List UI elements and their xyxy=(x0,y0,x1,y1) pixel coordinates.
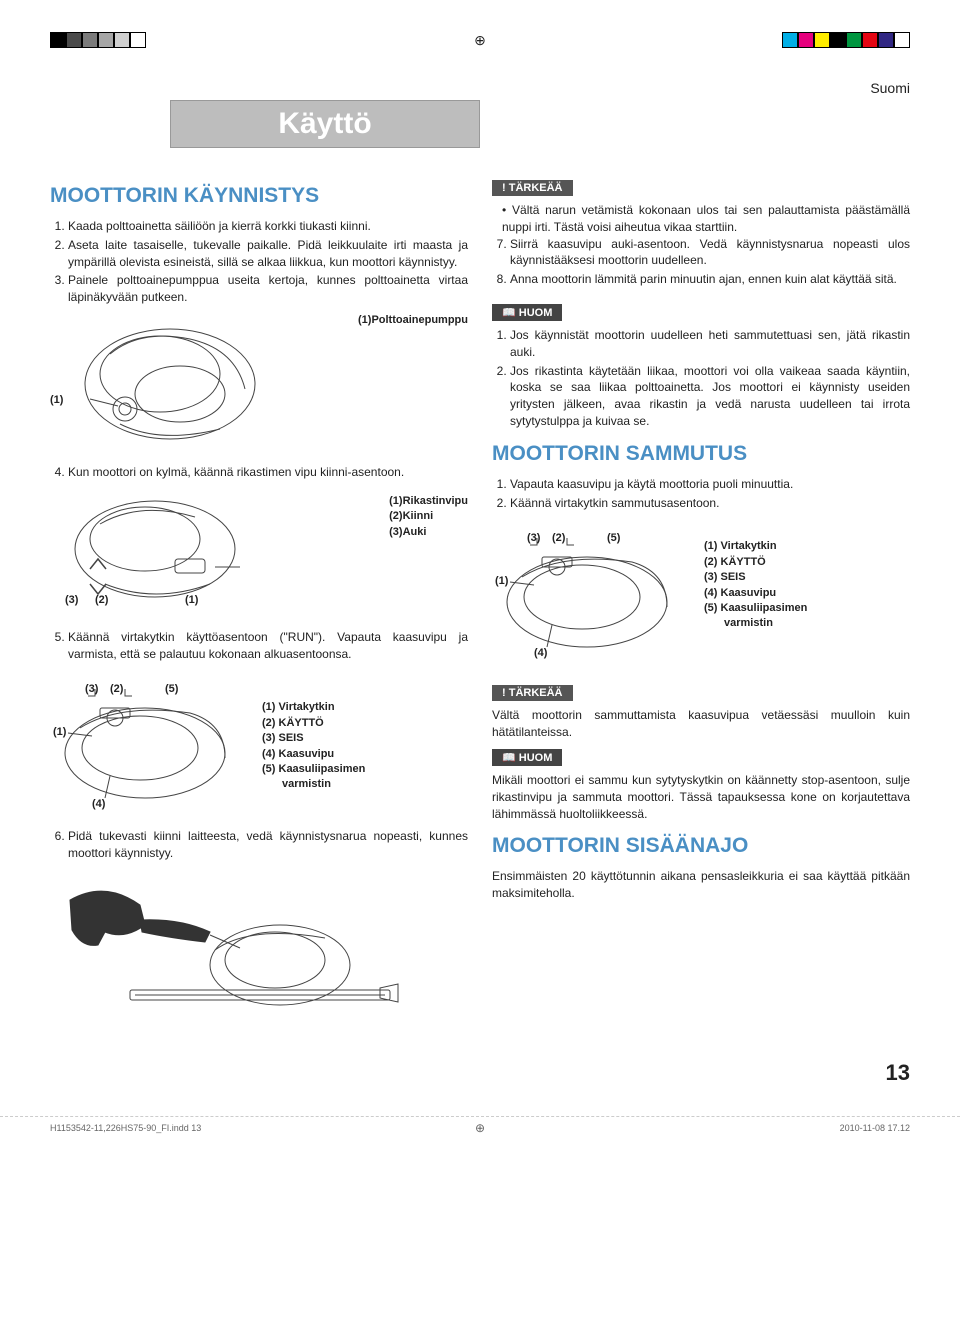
fig3-label-3: (3) xyxy=(85,683,98,695)
fig2-label-3: (3) xyxy=(65,594,78,606)
language-label: Suomi xyxy=(50,80,910,96)
fig4-parts-list: (1) Virtakytkin (2) KÄYTTÖ (3) SEIS (4) … xyxy=(704,539,807,631)
fig2-label-1: (1) xyxy=(185,594,198,606)
heading-break-in: MOOTTORIN SISÄÄNAJO xyxy=(492,834,910,858)
color-swatches-left xyxy=(50,32,146,48)
figure-choke: (3) (2) (1) (1)Rikastinvipu (2)Kiinni (3… xyxy=(50,489,468,619)
fig1-label-1: (1) xyxy=(50,394,63,406)
fig3-label-5: (5) xyxy=(165,683,178,695)
start-steps-7-8: Siirrä kaasuvipu auki-asentoon. Vedä käy… xyxy=(492,236,910,288)
important-text-1: Vältä narun vetämistä kokonaan ulos tai … xyxy=(492,202,910,236)
fig4-label-2: (2) xyxy=(552,532,565,544)
heading-stopping-engine: MOOTTORIN SAMMUTUS xyxy=(492,442,910,466)
start-step-6: Pidä tukevasti kiinni laitteesta, vedä k… xyxy=(50,828,468,862)
footer-date: 2010-11-08 17.12 xyxy=(840,1123,910,1133)
fig3-label-4: (4) xyxy=(92,798,105,810)
fig4-label-3: (3) xyxy=(527,532,540,544)
fig2-label-2: (2) xyxy=(95,594,108,606)
notice-note-1: 📖 HUOM xyxy=(492,304,562,321)
registration-mark-top: ⊕ xyxy=(474,32,486,49)
figure-switch-stop: (3) (2) (5) (1) (4) (1) Virtakytkin (2) … xyxy=(492,519,910,677)
notice-important-2: ! TÄRKEÄÄ xyxy=(492,685,573,701)
registration-mark-bottom: ⊕ xyxy=(475,1121,485,1135)
footer-file: H1153542-11,226HS75-90_FI.indd 13 xyxy=(50,1123,201,1133)
fig2-caption: (1)Rikastinvipu (2)Kiinni (3)Auki xyxy=(389,494,468,540)
color-swatches-right xyxy=(782,32,910,48)
notice-important-1: ! TÄRKEÄÄ xyxy=(492,180,573,196)
start-step-4: Kun moottori on kylmä, käännä rikastimen… xyxy=(50,464,468,481)
heading-starting-engine: MOOTTORIN KÄYNNISTYS xyxy=(50,184,468,208)
figure-pull-start xyxy=(50,870,468,1020)
fig4-label-4: (4) xyxy=(534,647,547,659)
fig3-label-2: (2) xyxy=(110,683,123,695)
break-in-text: Ensimmäisten 20 käyttötunnin aikana pens… xyxy=(492,868,910,902)
start-step-5: Käännä virtakytkin käyttöasentoon ("RUN"… xyxy=(50,629,468,663)
important-text-2: Vältä moottorin sammuttamista kaasuvipua… xyxy=(492,707,910,741)
stop-steps: Vapauta kaasuvipu ja käytä moottoria puo… xyxy=(492,476,910,512)
fig4-label-1: (1) xyxy=(495,575,508,587)
figure-primer-pump: (1) (1)Polttoainepumppu xyxy=(50,314,468,454)
start-steps-1-3: Kaada polttoainetta säiliöön ja kierrä k… xyxy=(50,218,468,306)
fig1-caption: (1)Polttoainepumppu xyxy=(358,314,468,326)
figure-switch-run: (3) (2) (5) (1) (4) (1) Virtakytkin (2) … xyxy=(50,670,468,828)
note-text-2: Mikäli moottori ei sammu kun sytytyskytk… xyxy=(492,772,910,822)
notice-note-2: 📖 HUOM xyxy=(492,749,562,766)
fig4-label-5: (5) xyxy=(607,532,620,544)
section-banner: Käyttö xyxy=(170,100,480,148)
note-text-1: Jos käynnistät moottorin uudelleen heti … xyxy=(492,327,910,430)
fig3-label-1: (1) xyxy=(53,726,66,738)
fig3-parts-list: (1) Virtakytkin (2) KÄYTTÖ (3) SEIS (4) … xyxy=(262,700,365,792)
footer: H1153542-11,226HS75-90_FI.indd 13 ⊕ 2010… xyxy=(0,1116,960,1153)
page-number: 13 xyxy=(50,1060,910,1086)
